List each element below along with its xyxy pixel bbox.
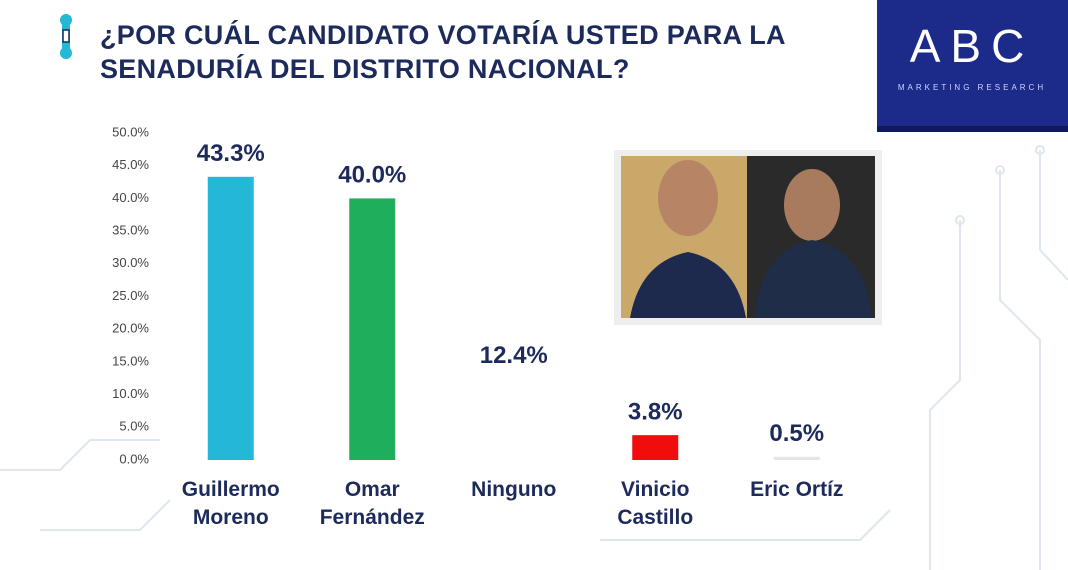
- bar: [632, 435, 679, 460]
- bar: [490, 378, 537, 460]
- value-label: 0.5%: [769, 420, 824, 447]
- bar: [349, 198, 396, 460]
- value-label: 43.3%: [197, 140, 265, 167]
- y-tick-label: 50.0%: [112, 124, 149, 139]
- bar: [207, 176, 254, 460]
- logo-name: ABC: [910, 20, 1035, 72]
- y-tick-label: 25.0%: [112, 288, 149, 303]
- y-tick-label: 10.0%: [112, 386, 149, 401]
- title-icon: [60, 14, 72, 59]
- value-label: 40.0%: [338, 162, 406, 189]
- decoration: [0, 145, 1068, 570]
- value-label: 12.4%: [480, 342, 548, 369]
- y-tick-label: 40.0%: [112, 190, 149, 205]
- y-tick-label: 0.0%: [119, 451, 149, 466]
- x-tick-label: Eric Ortíz: [750, 478, 844, 501]
- x-tick-label: Omar Fernández: [319, 478, 425, 529]
- logo-tagline: MARKETING RESEARCH: [898, 83, 1046, 92]
- y-tick-label: 15.0%: [112, 353, 149, 368]
- chart-title: ¿POR CUÁL CANDIDATO VOTARÍA USTED PARA L…: [100, 20, 785, 84]
- value-label: 3.8%: [628, 398, 683, 425]
- y-tick-label: 5.0%: [119, 419, 149, 434]
- photo: [614, 150, 882, 325]
- logo: ABC MARKETING RESEARCH: [877, 0, 1068, 132]
- x-tick-label: Ninguno: [471, 478, 557, 501]
- y-tick-label: 45.0%: [112, 157, 149, 172]
- y-tick-label: 35.0%: [112, 223, 149, 238]
- bar: [773, 456, 820, 460]
- y-tick-label: 30.0%: [112, 255, 149, 270]
- x-tick-label: Vinicio Castillo: [617, 478, 694, 529]
- y-tick-label: 20.0%: [112, 321, 149, 336]
- x-tick-label: Guillermo Moreno: [181, 478, 280, 529]
